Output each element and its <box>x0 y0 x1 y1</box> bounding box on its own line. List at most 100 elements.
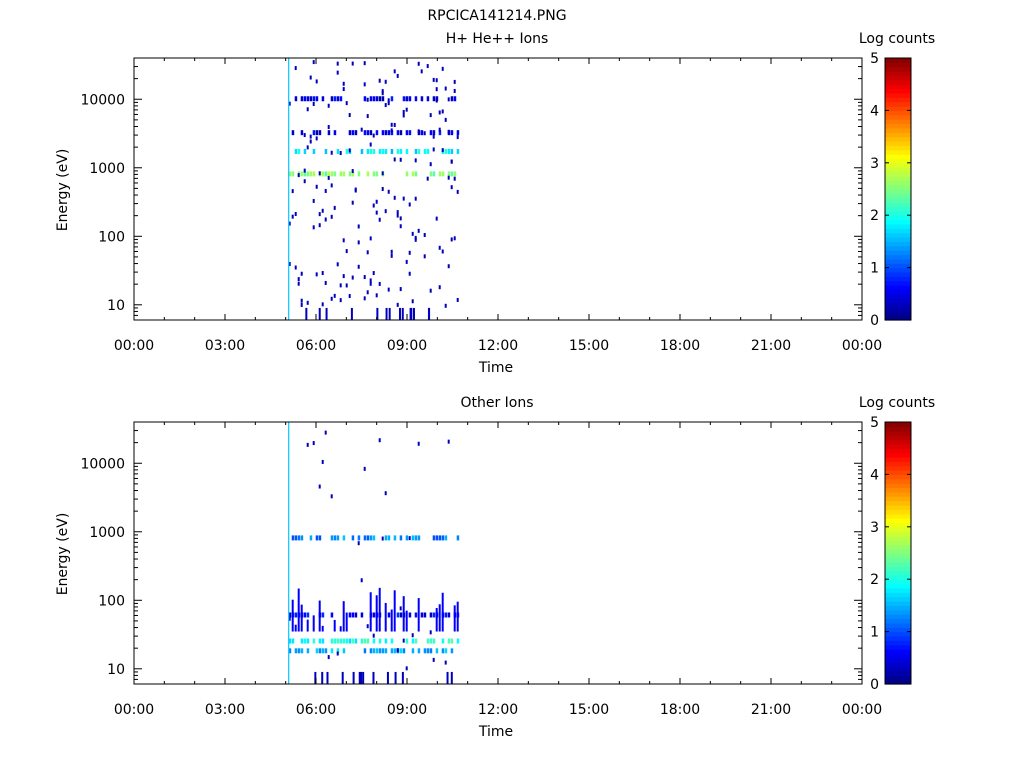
heatmap-cell <box>366 624 369 629</box>
heatmap-cell <box>378 438 381 443</box>
heatmap-cell <box>321 302 324 307</box>
heatmap-cell <box>345 101 348 106</box>
heatmap-cell <box>447 638 451 644</box>
heatmap-cell <box>453 236 456 241</box>
y-tick-label: 100 <box>98 593 125 609</box>
colorbar-swatch <box>885 119 911 125</box>
colorbar-swatch <box>885 487 911 493</box>
heatmap-cell <box>360 127 363 132</box>
heatmap-cell <box>342 648 346 654</box>
heatmap-cell <box>381 536 384 541</box>
heatmap-cell <box>396 213 399 218</box>
colorbar-swatch <box>885 149 911 155</box>
heatmap-cell <box>314 671 317 684</box>
heatmap-cell <box>333 619 336 632</box>
heatmap-cell <box>363 82 366 87</box>
heatmap-cell <box>357 171 361 177</box>
heatmap-cell <box>342 171 346 177</box>
colorbar-swatch <box>885 509 911 515</box>
heatmap-cell <box>360 148 364 154</box>
x-axis-label: Time <box>478 360 513 376</box>
colorbar-swatch <box>885 566 911 572</box>
heatmap-cell <box>441 171 445 177</box>
y-axis-label: Energy (eV) <box>55 149 71 232</box>
heatmap-cell <box>372 671 375 684</box>
heatmap-cell <box>342 638 346 644</box>
heatmap-cell <box>429 130 433 136</box>
heatmap-cell <box>339 298 342 303</box>
colorbar-swatch <box>885 241 911 247</box>
colorbar-swatch <box>885 627 911 633</box>
heatmap-cell <box>387 287 390 292</box>
colorbar-swatch <box>885 622 911 628</box>
colorbar-swatch <box>885 631 911 637</box>
heatmap-cell <box>321 671 324 684</box>
colorbar-swatch <box>885 289 911 295</box>
heatmap-cell <box>297 148 301 154</box>
colorbar-swatch <box>885 452 911 458</box>
heatmap-cell <box>398 307 401 320</box>
heatmap-cell <box>387 189 390 194</box>
heatmap-cell <box>405 535 409 541</box>
x-tick-label: 21:00 <box>751 338 791 354</box>
heatmap-cell <box>450 96 454 102</box>
heatmap-cell <box>372 271 375 276</box>
colorbar-swatch <box>885 92 911 98</box>
heatmap-cell <box>312 441 315 446</box>
heatmap-cell <box>378 648 382 654</box>
heatmap-cell <box>402 113 405 118</box>
heatmap-cell <box>294 612 298 618</box>
heatmap-cell <box>363 61 366 66</box>
heatmap-cell <box>411 231 414 236</box>
heatmap-cell <box>321 459 324 464</box>
colorbar-swatch <box>885 679 911 685</box>
colorbar-swatch <box>885 596 911 602</box>
heatmap-cell <box>435 87 438 92</box>
colorbar-swatch <box>885 456 911 462</box>
colorbar-swatch <box>885 228 911 234</box>
colorbar-swatch <box>885 215 911 221</box>
heatmap-cell <box>399 648 403 654</box>
heatmap-cell <box>315 136 318 141</box>
heatmap-cell <box>300 130 304 136</box>
x-tick-label: 12:00 <box>478 338 518 354</box>
heatmap-cell <box>393 648 397 654</box>
heatmap-cell <box>342 238 345 243</box>
heatmap-cell <box>417 148 421 154</box>
heatmap-cell <box>288 101 291 106</box>
colorbar-swatch <box>885 474 911 480</box>
heatmap-cell <box>309 75 312 80</box>
heatmap-cell <box>390 249 393 254</box>
heatmap-cell <box>408 96 412 102</box>
heatmap-cell <box>297 648 301 654</box>
heatmap-cell <box>330 96 334 102</box>
heatmap-cell <box>405 666 408 671</box>
heatmap-cell <box>405 610 408 632</box>
heatmap-cell <box>318 638 322 644</box>
heatmap-cell <box>336 96 340 102</box>
heatmap-cell <box>345 612 348 632</box>
panel-title: H+ He++ Ions <box>446 31 549 47</box>
heatmap-cell <box>288 648 292 654</box>
x-tick-label: 09:00 <box>387 702 427 718</box>
heatmap-cell <box>384 535 388 541</box>
heatmap-cell <box>438 535 442 541</box>
heatmap-cell <box>336 638 340 644</box>
figure-title: RPCICA141214.PNG <box>427 8 566 24</box>
heatmap-cell <box>306 612 310 618</box>
heatmap-cell <box>315 648 319 654</box>
heatmap-cell <box>438 127 441 132</box>
heatmap-cell <box>447 264 450 269</box>
heatmap-cell <box>456 130 460 136</box>
heatmap-cell <box>447 439 450 444</box>
heatmap-cell <box>381 186 384 191</box>
heatmap-cell <box>354 187 357 192</box>
colorbar-swatch <box>885 84 911 90</box>
heatmap-cell <box>429 288 432 293</box>
heatmap-cell <box>453 171 457 177</box>
colorbar-swatch <box>885 522 911 528</box>
x-tick-label: 18:00 <box>660 702 700 718</box>
heatmap-cell <box>438 604 441 632</box>
heatmap-cell <box>372 96 376 102</box>
plot-frame <box>133 421 863 685</box>
